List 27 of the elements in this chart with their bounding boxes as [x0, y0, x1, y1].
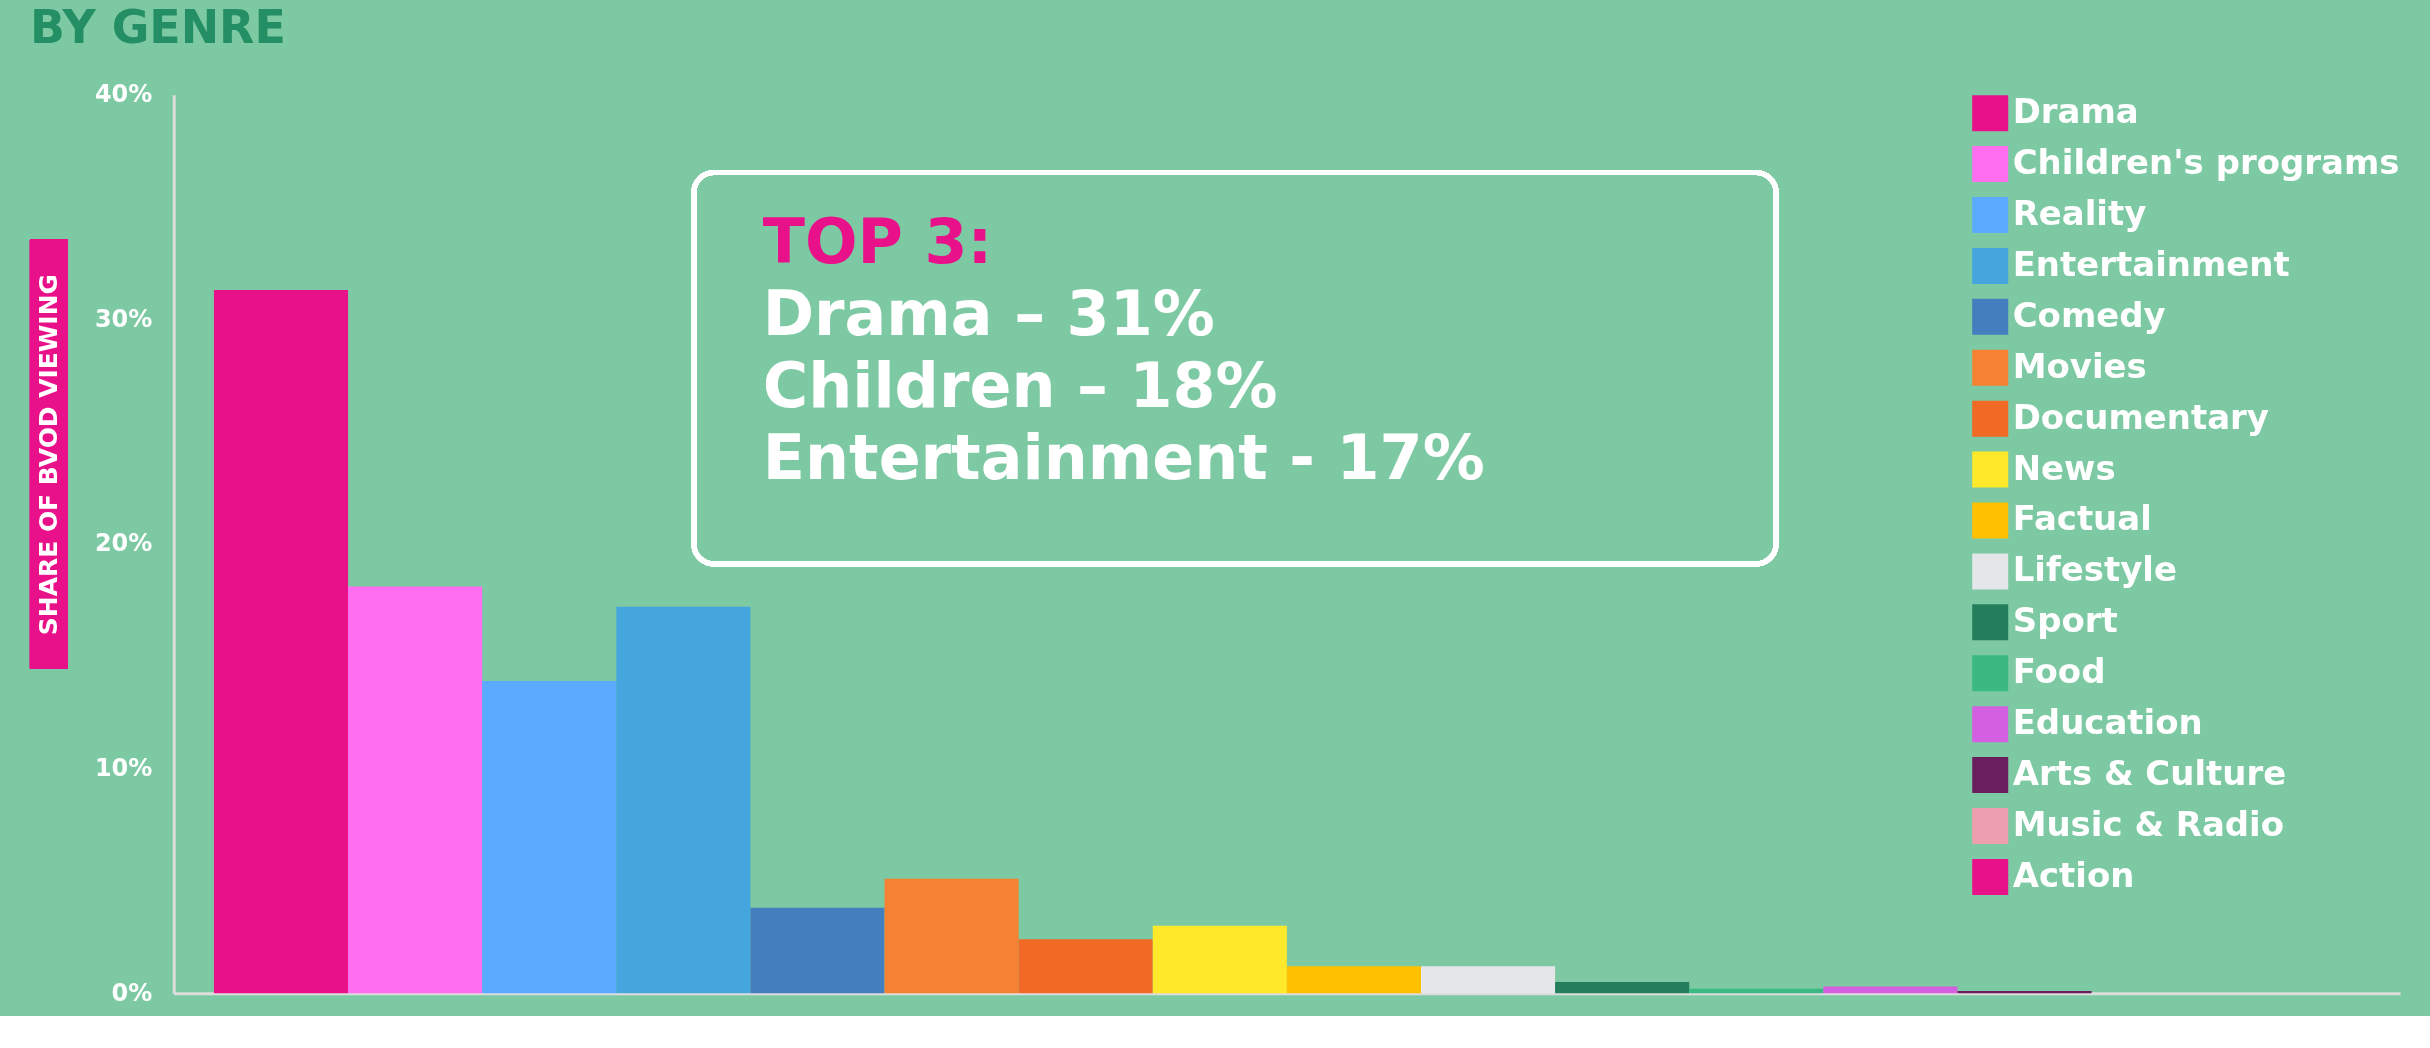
y-tick-label: 0%	[111, 978, 153, 1007]
chart-title: BY GENRE	[29, 0, 286, 54]
legend-label: Education	[2012, 702, 2203, 743]
legend-label: Entertainment	[2012, 243, 2290, 284]
annotation: Entertainment - 17%	[762, 422, 1485, 495]
y-tick-label: 10%	[94, 754, 153, 783]
legend-label: Factual	[2012, 498, 2152, 539]
legend-label: Music & Radio	[2012, 803, 2285, 844]
y-axis-title: SHARE OF BVOD VIEWING	[34, 274, 64, 636]
legend-label: Sport	[2012, 600, 2118, 641]
legend-label: News	[2012, 447, 2116, 488]
legend-label: Comedy	[2012, 294, 2166, 335]
legend-label: Action	[2012, 854, 2135, 895]
legend-label: Arts & Culture	[2012, 753, 2287, 794]
legend-label: Food	[2012, 651, 2106, 692]
legend-label: Documentary	[2012, 396, 2269, 437]
legend-label: Children's programs	[2012, 142, 2400, 183]
legend-label: Lifestyle	[2012, 549, 2177, 590]
y-tick-label: 20%	[94, 529, 153, 558]
y-tick-label: 40%	[94, 80, 153, 109]
annotation: Children – 18%	[762, 350, 1278, 423]
y-tick-label: 30%	[94, 304, 153, 333]
legend-label: Reality	[2012, 192, 2147, 233]
legend-label: Movies	[2012, 345, 2147, 386]
annotation: TOP 3:	[762, 206, 993, 279]
annotation: Drama – 31%	[762, 278, 1215, 351]
legend-label: Drama	[2012, 91, 2139, 132]
